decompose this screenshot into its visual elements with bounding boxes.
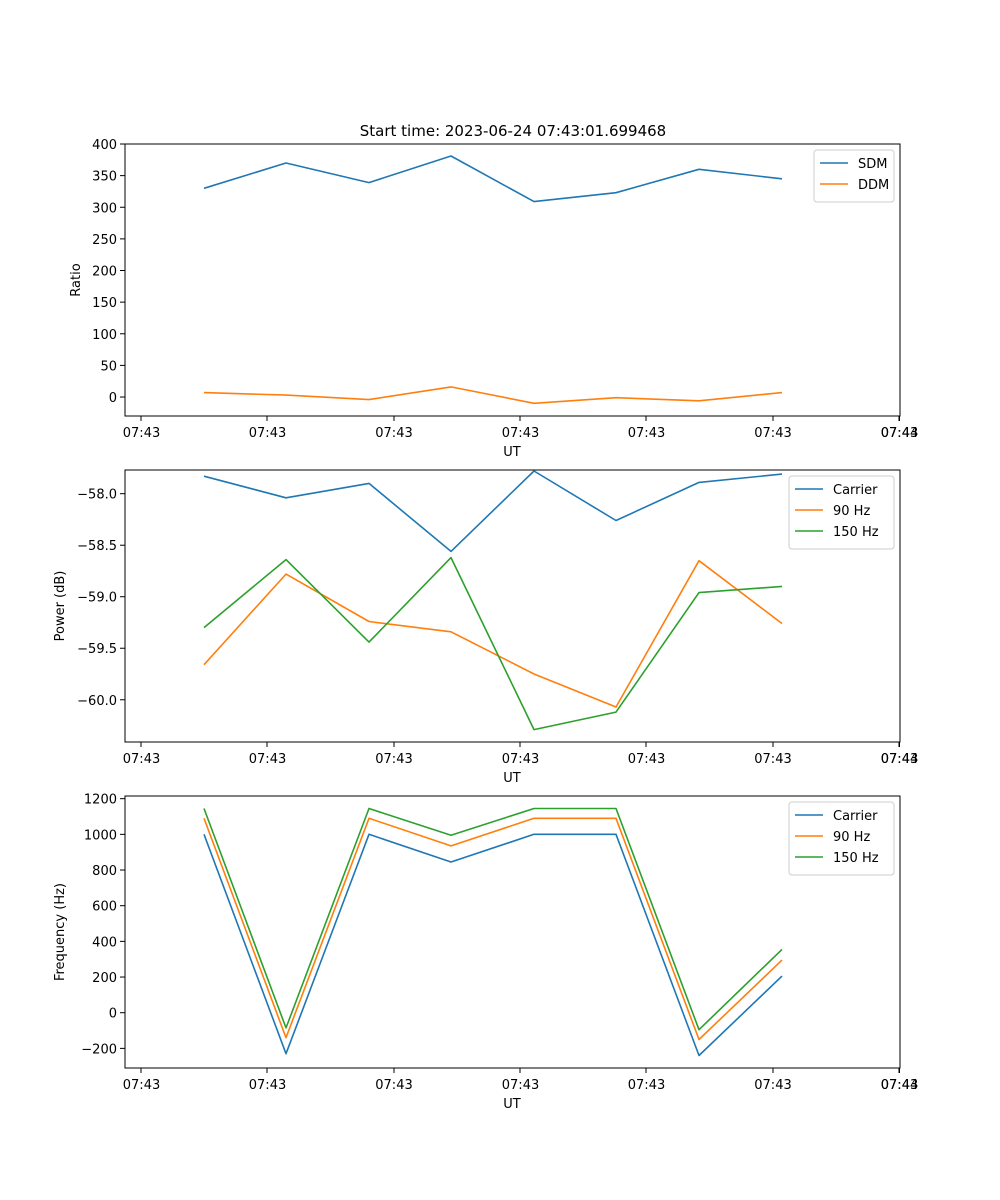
y-tick-label: 0 [109,391,117,406]
y-tick-label: 100 [92,328,117,343]
series-line-3 [203,807,783,1031]
x-tick-label: 07:43 [249,1078,286,1093]
x-tick-label: 07:43 [754,752,791,767]
y-tick-label: 150 [92,296,117,311]
x-axis-label: UT [503,771,521,786]
legend-label: 150 Hz [833,851,879,866]
x-tick-label: 07:43 [502,426,539,441]
x-tick-label: 07:44 [881,426,918,441]
x-tick-label: 07:43 [123,426,160,441]
x-tick-label: 07:43 [628,1078,665,1093]
plot-frame [124,469,901,743]
y-tick-label: 200 [92,971,117,986]
x-tick-label: 07:44 [881,752,918,767]
y-tick-label: 50 [100,359,117,374]
x-tick-label: 07:43 [754,426,791,441]
x-tick-label: 07:43 [249,752,286,767]
series-line-1 [203,470,783,553]
y-tick-label: 800 [92,864,117,879]
legend: Carrier 90 Hz 150 Hz [788,475,895,550]
x-tick-label: 07:43 [375,426,412,441]
x-tick-label: 07:43 [881,752,918,767]
subplot-3: 07:43 07:43 07:43 07:43 07:43 07:43 07:4307:44… [53,793,918,1112]
y-tick-label: 1000 [84,828,117,843]
y-tick-label: −59.5 [77,642,117,657]
series-line-2 [203,559,783,708]
legend-label: 90 Hz [833,830,870,845]
y-tick-label: −58.0 [77,488,117,503]
y-tick-label: 400 [92,138,117,153]
series-line-3 [203,556,783,731]
x-tick-label: 07:43 [249,426,286,441]
figure-title: Start time: 2023-06-24 07:43:01.699468 [360,122,666,140]
plot-frame [124,795,901,1069]
x-axis-label: UT [503,445,521,460]
series-line-2 [203,386,783,405]
y-tick-label: 1200 [84,793,117,808]
y-tick-label: 600 [92,900,117,915]
x-tick-label: 07:43 [375,1078,412,1093]
x-tick-label: 07:43 [881,426,918,441]
y-tick-label: 350 [92,170,117,185]
x-tick-label: 07:43 [375,752,412,767]
series-line-2 [203,817,783,1041]
x-tick-label: 07:43 [754,1078,791,1093]
y-tick-label: −59.0 [77,591,117,606]
x-tick-label: 07:43 [123,1078,160,1093]
x-tick-label: 07:43 [123,752,160,767]
legend-label: Carrier [833,809,878,824]
y-axis-label: Ratio [69,263,84,296]
legend-label: Carrier [833,483,878,498]
legend-label: 150 Hz [833,525,879,540]
subplot-2: 07:43 07:43 07:43 07:43 07:43 07:43 07:4307:44… [53,469,918,786]
x-tick-label: 07:43 [502,1078,539,1093]
series-line-1 [203,833,783,1057]
x-tick-label: 07:43 [628,426,665,441]
series-line-1 [203,155,783,203]
x-tick-label: 07:43 [502,752,539,767]
legend-label: 90 Hz [833,504,870,519]
x-tick-label: 07:43 [628,752,665,767]
y-tick-label: −200 [81,1042,117,1057]
y-tick-label: 250 [92,233,117,248]
y-tick-label: 300 [92,201,117,216]
subplots: 07:43 07:43 07:43 07:43 07:43 07:43 07:4307:44… [53,138,918,1112]
plot-frame [124,143,901,417]
legend: Carrier 90 Hz 150 Hz [788,801,895,876]
y-tick-label: −58.5 [77,539,117,554]
x-axis-label: UT [503,1097,521,1112]
subplot-1: 07:43 07:43 07:43 07:43 07:43 07:43 07:4307:44… [69,138,918,460]
y-tick-label: 0 [109,1007,117,1022]
y-tick-label: 400 [92,935,117,950]
y-tick-label: 200 [92,265,117,280]
y-axis-label: Power (dB) [53,571,68,642]
y-axis-label: Frequency (Hz) [53,883,68,981]
x-tick-label: 07:44 [881,1078,918,1093]
x-tick-label: 07:43 [881,1078,918,1093]
y-tick-label: −60.0 [77,694,117,709]
legend-label: SDM [858,157,887,172]
legend: SDM DDM [813,149,895,203]
legend-label: DDM [858,178,889,193]
